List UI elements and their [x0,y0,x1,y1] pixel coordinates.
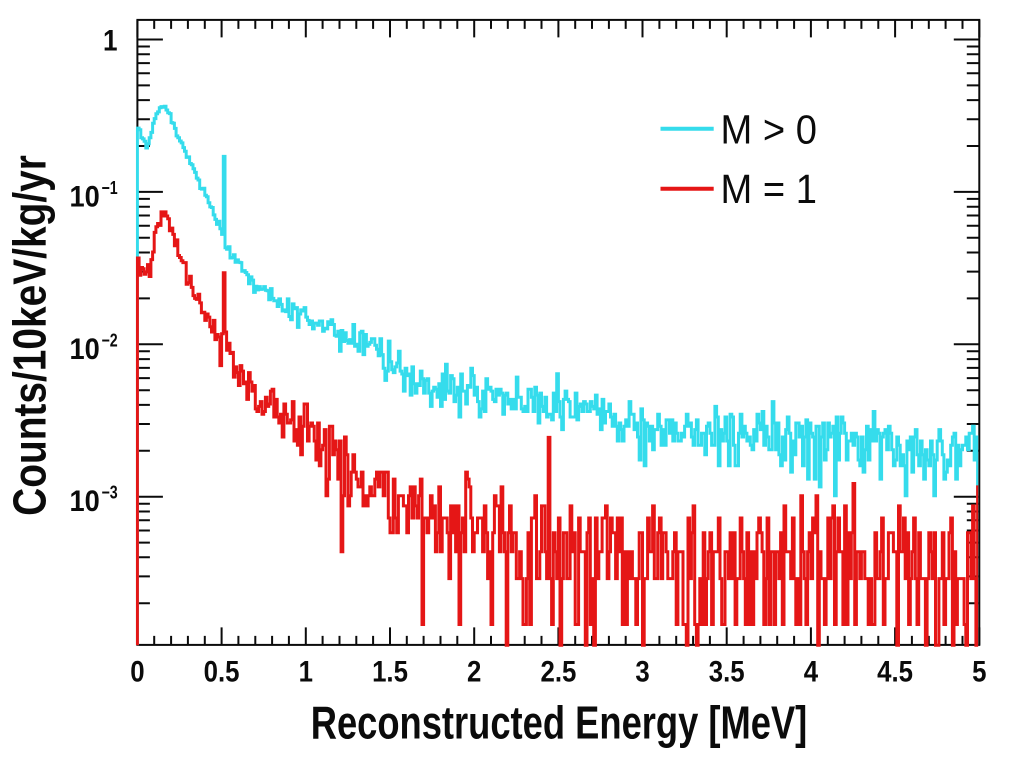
svg-text:2.5: 2.5 [540,655,576,688]
svg-text:M = 1: M = 1 [721,167,817,213]
svg-text:0: 0 [130,655,144,688]
svg-text:0.5: 0.5 [204,655,240,688]
svg-text:3.5: 3.5 [709,655,745,688]
svg-text:4: 4 [804,655,819,688]
svg-text:Counts/10keV/kg/yr: Counts/10keV/kg/yr [4,155,56,516]
svg-text:1: 1 [103,24,118,57]
svg-text:M > 0: M > 0 [721,107,817,153]
svg-text:1.5: 1.5 [372,655,408,688]
svg-text:10: 10 [70,333,100,367]
svg-text:2: 2 [467,655,481,688]
svg-text:−2: −2 [102,331,118,351]
svg-text:3: 3 [635,655,649,688]
svg-text:5: 5 [972,655,986,688]
svg-text:10: 10 [70,180,100,214]
svg-text:−3: −3 [102,483,118,503]
svg-text:10: 10 [70,485,100,519]
svg-text:4.5: 4.5 [877,655,913,688]
svg-text:1: 1 [299,655,313,688]
svg-text:Reconstructed Energy [MeV]: Reconstructed Energy [MeV] [311,696,808,748]
svg-text:−1: −1 [102,178,118,198]
